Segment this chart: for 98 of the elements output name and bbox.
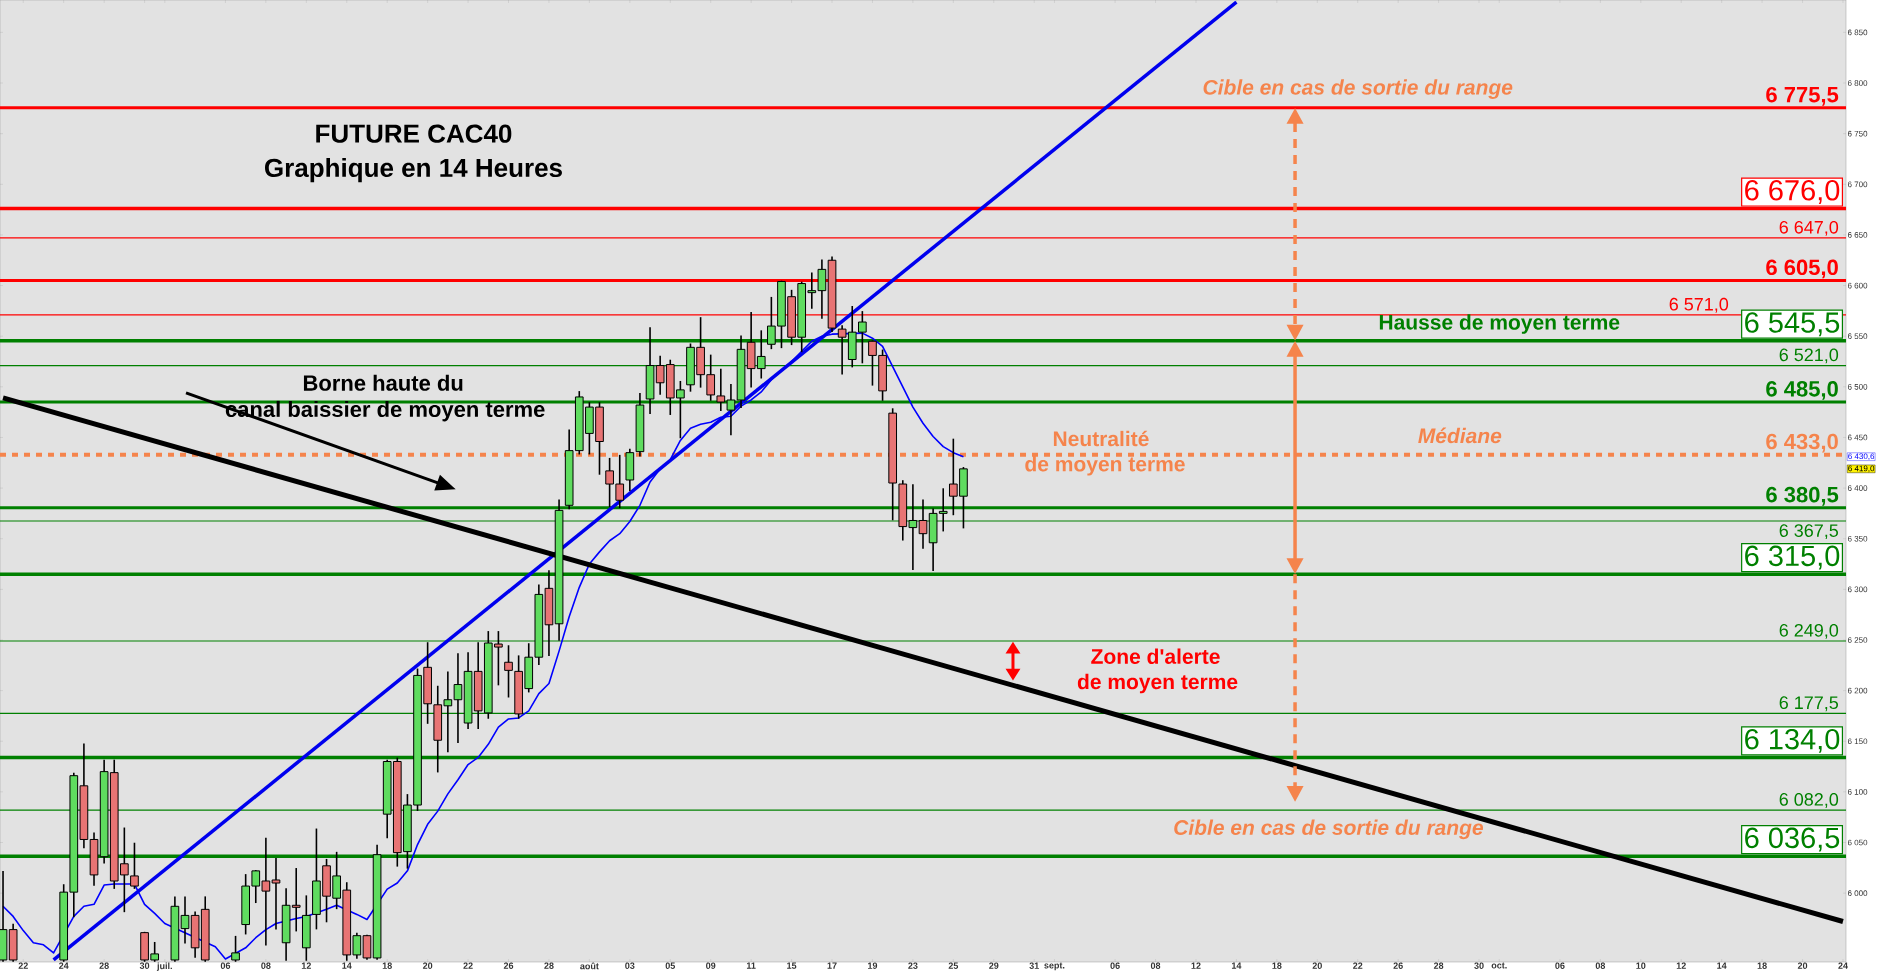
x-tick-label: 06 — [220, 962, 231, 969]
ref-line-label: 6 249,0 — [1779, 623, 1839, 639]
y-tick-label: 6 550 — [1847, 333, 1868, 340]
x-tick-label: 14 — [1717, 962, 1727, 969]
x-tick-label: 25 — [948, 962, 959, 969]
ref-line-label: 6 571,0 — [1669, 297, 1729, 313]
ref-line-label: 6 605,0 — [1766, 259, 1838, 279]
x-tick-label: 08 — [1595, 962, 1606, 969]
y-tick-label: 6 350 — [1847, 535, 1868, 542]
x-tick-label: 12 — [1676, 962, 1686, 969]
text: FUTURE CAC40 — [316, 124, 512, 143]
text: 6 430,6 — [1848, 453, 1875, 461]
x-tick-label: 09 — [706, 962, 716, 969]
x-tick-label: 18 — [1272, 962, 1282, 969]
x-tick-label: 11 — [746, 962, 756, 969]
annotation: Cible en cas de sortie du range — [1174, 819, 1484, 840]
x-tick-label: 12 — [301, 962, 311, 969]
annotation: Cible en cas de sortie du range — [1203, 79, 1513, 99]
y-tick-label: 6 700 — [1847, 181, 1868, 188]
x-tick-label: 22 — [18, 962, 28, 969]
annotation: Zone d'alerte — [1091, 648, 1220, 664]
x-tick-label: 05 — [665, 962, 676, 969]
candlestick — [271, 857, 281, 930]
y-tick-label: 6 500 — [1847, 383, 1868, 390]
x-tick-label: 28 — [544, 962, 554, 969]
ref-line-label: 6 082,0 — [1779, 793, 1839, 808]
ref-line-label: 6 433,0 — [1766, 433, 1838, 453]
y-tick-label: 6 200 — [1847, 687, 1868, 694]
x-tick-label: août — [580, 962, 599, 970]
ref-line-label: 6 676,0 — [1745, 180, 1840, 204]
x-tick-label: 08 — [261, 962, 271, 969]
ref-line-label: 6 647,0 — [1779, 220, 1839, 236]
text: Graphique en 14 Heures — [264, 158, 562, 183]
x-tick-label: 18 — [382, 962, 392, 969]
y-tick-label: 6 400 — [1847, 485, 1868, 491]
x-tick-label: 22 — [1353, 962, 1363, 969]
y-tick-label: 6 000 — [1847, 890, 1868, 896]
y-tick-label: 6 450 — [1847, 434, 1868, 441]
x-tick-label: 03 — [625, 962, 635, 969]
x-tick-label: 26 — [1393, 962, 1403, 969]
x-tick-label: 31 — [1029, 962, 1039, 969]
x-tick-label: oct. — [1491, 962, 1507, 969]
x-tick-label: sept. — [1044, 962, 1065, 971]
y-tick-label: 6 150 — [1847, 738, 1868, 745]
x-tick-label: 24 — [1838, 962, 1848, 969]
x-tick-label: 14 — [1231, 962, 1242, 969]
ref-line-label: 6 521,0 — [1779, 348, 1839, 364]
x-tick-label: 08 — [1150, 962, 1161, 969]
x-tick-label: 30 — [139, 962, 150, 969]
ref-line-label: 6 315,0 — [1745, 545, 1840, 570]
x-tick-label: 22 — [463, 962, 473, 969]
ref-line-label: 6 036,5 — [1745, 827, 1840, 852]
annotation: de moyen terme — [1077, 673, 1238, 694]
x-tick-label: 19 — [868, 962, 878, 969]
x-tick-label: 10 — [1636, 962, 1646, 969]
x-tick-label: 30 — [1474, 962, 1484, 969]
ref-line-label: 6 134,0 — [1745, 728, 1840, 753]
ref-line-label: 6 380,5 — [1766, 486, 1839, 506]
annotation: Borne haute du — [303, 374, 463, 391]
x-tick-label: 23 — [908, 962, 918, 969]
y-tick-label: 6 800 — [1847, 80, 1868, 86]
y-tick-label: 6 050 — [1847, 839, 1868, 846]
x-tick-label: 20 — [422, 962, 433, 969]
y-tick-label: 6 650 — [1847, 232, 1868, 238]
ref-line-label: 6 485,0 — [1766, 381, 1838, 400]
x-tick-label: 24 — [59, 962, 69, 969]
x-tick-label: 28 — [99, 962, 109, 969]
x-tick-label: 26 — [503, 962, 514, 969]
ref-line-label: 6 367,5 — [1779, 524, 1839, 540]
ref-line-label: 6 177,5 — [1779, 696, 1839, 712]
candlestick — [504, 645, 513, 698]
y-tick-label: 6 600 — [1847, 282, 1868, 289]
x-tick-label: juil. — [156, 962, 172, 971]
ref-line-label: 6 545,5 — [1745, 312, 1840, 337]
x-tick-label: 20 — [1312, 962, 1322, 969]
candlestick — [231, 935, 240, 962]
annotation: Neutralité — [1053, 430, 1149, 447]
y-tick-label: 6 100 — [1847, 789, 1868, 795]
x-tick-label: 15 — [787, 962, 797, 969]
y-tick-label: 6 250 — [1847, 637, 1868, 643]
x-tick-label: 29 — [989, 962, 999, 969]
annotation: de moyen terme — [1025, 456, 1185, 476]
x-tick-label: 12 — [1191, 962, 1201, 969]
y-tick-label: 6 300 — [1847, 586, 1868, 593]
x-tick-label: 14 — [342, 962, 352, 969]
x-tick-label: 18 — [1757, 962, 1767, 969]
x-tick-label: 06 — [1110, 962, 1120, 969]
annotation: Médiane — [1418, 427, 1502, 444]
x-tick-label: 28 — [1433, 962, 1444, 969]
ref-line-label: 6 775,5 — [1766, 86, 1839, 106]
x-tick-label: 20 — [1797, 962, 1808, 969]
text: 6 419,0 — [1848, 465, 1875, 473]
annotation: Hausse de moyen terme — [1379, 314, 1620, 334]
x-tick-label: 06 — [1555, 962, 1565, 969]
x-tick-label: 17 — [827, 962, 837, 969]
y-tick-label: 6 850 — [1847, 29, 1868, 36]
candlestick — [180, 896, 190, 944]
y-tick-label: 6 750 — [1847, 130, 1868, 137]
